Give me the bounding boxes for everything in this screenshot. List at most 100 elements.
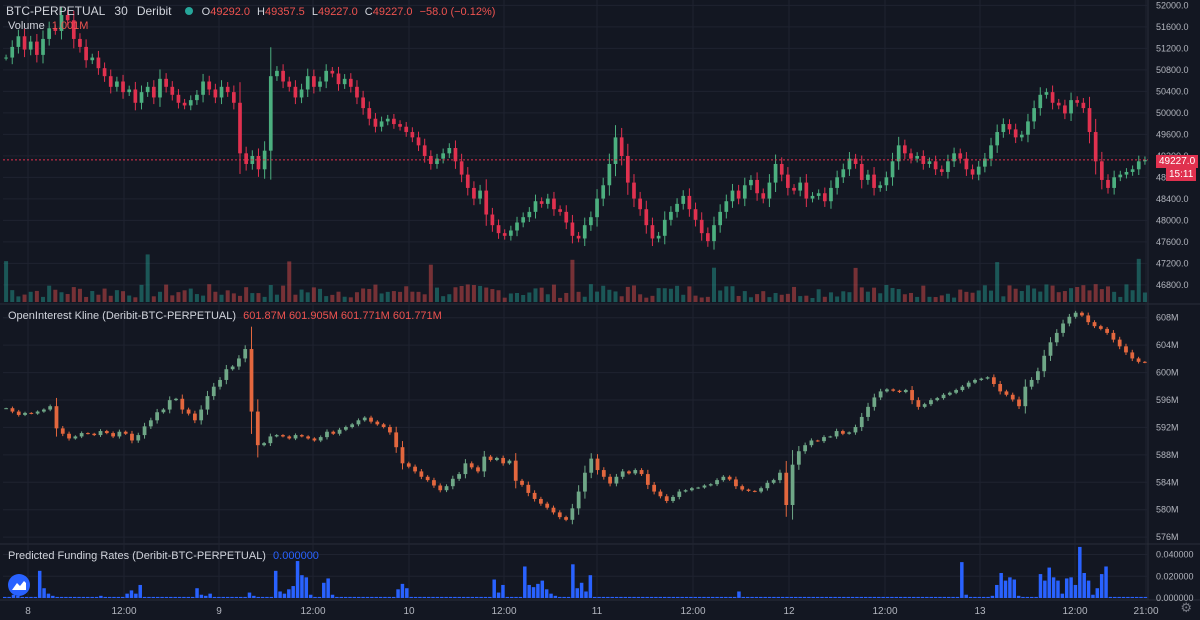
volume-legend[interactable]: Volume 1.001M bbox=[8, 20, 88, 32]
price-candle bbox=[1019, 134, 1024, 138]
price-candle bbox=[515, 222, 519, 231]
oi-candle bbox=[847, 432, 852, 434]
volume-bar bbox=[539, 287, 544, 302]
volume-bar bbox=[219, 294, 224, 302]
oi-candle bbox=[790, 464, 795, 506]
funding-bar bbox=[435, 596, 440, 598]
volume-bar bbox=[34, 290, 39, 302]
price-candle bbox=[952, 153, 956, 162]
price-candle bbox=[59, 14, 64, 31]
oi-candle bbox=[557, 512, 562, 518]
funding-bar bbox=[470, 596, 475, 598]
volume-bar bbox=[773, 293, 778, 302]
funding-bar bbox=[785, 596, 789, 598]
gear-icon[interactable]: ⚙ bbox=[1180, 600, 1192, 615]
volume-bar bbox=[779, 294, 784, 302]
low-value: 49227.0 bbox=[317, 6, 358, 18]
price-candle bbox=[268, 76, 273, 151]
volume-bar bbox=[712, 267, 717, 302]
oi-candle bbox=[929, 400, 933, 405]
price-candle bbox=[687, 195, 692, 210]
oi-candle bbox=[1142, 361, 1147, 363]
volume-bar bbox=[638, 294, 643, 302]
funding-bar bbox=[195, 588, 199, 598]
oi-candle bbox=[161, 409, 166, 413]
price-candle bbox=[841, 169, 846, 178]
funding-bar bbox=[55, 596, 59, 598]
symbol-name[interactable]: BTC-PERPETUAL bbox=[6, 4, 106, 18]
funding-bar bbox=[540, 580, 545, 598]
funding-bar bbox=[234, 596, 239, 598]
price-candle bbox=[312, 76, 316, 87]
oi-tick-label: 596M bbox=[1156, 395, 1179, 405]
volume-bar bbox=[847, 292, 852, 302]
price-candle bbox=[324, 70, 329, 82]
close-value: 49227.0 bbox=[372, 6, 413, 18]
price-candle bbox=[699, 219, 704, 234]
funding-bar bbox=[1082, 573, 1086, 598]
market-status-icon[interactable] bbox=[184, 7, 193, 15]
volume-bar bbox=[570, 259, 575, 302]
price-candle bbox=[392, 118, 396, 125]
time-tick-label: 12:00 bbox=[1062, 606, 1087, 617]
funding-bar bbox=[588, 575, 593, 598]
volume-bar bbox=[287, 261, 292, 302]
funding-bar bbox=[199, 594, 204, 598]
oi-candle bbox=[1117, 339, 1122, 347]
price-candle bbox=[90, 57, 95, 61]
price-candle bbox=[712, 225, 716, 242]
oi-candle bbox=[828, 436, 833, 438]
volume-bar bbox=[1044, 284, 1049, 302]
price-candle bbox=[570, 222, 575, 236]
tradingview-logo[interactable] bbox=[8, 574, 30, 596]
funding-bar bbox=[850, 596, 855, 598]
price-candle bbox=[681, 195, 686, 204]
volume-bar bbox=[318, 288, 323, 302]
funding-bar bbox=[448, 596, 453, 598]
volume-bar bbox=[342, 296, 347, 302]
funding-bar bbox=[523, 566, 527, 598]
funding-bar bbox=[107, 596, 112, 598]
interval[interactable]: 30 bbox=[114, 4, 128, 18]
funding-bar bbox=[422, 596, 427, 598]
volume-bar bbox=[71, 287, 76, 302]
oi-candle bbox=[10, 408, 15, 412]
funding-bar bbox=[1113, 596, 1117, 598]
volume-bar bbox=[84, 296, 89, 302]
last-price-tag: 49227.0 bbox=[1156, 155, 1199, 168]
volume-bar bbox=[595, 291, 600, 302]
funding-bar bbox=[343, 596, 348, 598]
funding-bar bbox=[951, 596, 955, 598]
funding-bar bbox=[916, 596, 920, 598]
funding-bar bbox=[868, 596, 872, 598]
volume-bar bbox=[281, 285, 286, 302]
open-value: 49292.0 bbox=[210, 6, 250, 18]
funding-bar bbox=[689, 596, 693, 598]
funding-bar bbox=[863, 596, 868, 598]
oi-legend[interactable]: OpenInterest Kline (Deribit-BTC-PERPETUA… bbox=[8, 310, 442, 322]
funding-bar bbox=[20, 596, 24, 598]
volume-bar bbox=[810, 297, 815, 302]
funding-legend[interactable]: Predicted Funding Rates (Deribit-BTC-PER… bbox=[8, 550, 319, 562]
price-candle bbox=[1099, 161, 1104, 180]
volume-bar bbox=[330, 294, 335, 302]
time-tick-label: 12:00 bbox=[491, 606, 516, 617]
funding-bar bbox=[1086, 580, 1091, 598]
oi-candle bbox=[155, 412, 160, 421]
oi-candle bbox=[450, 478, 455, 487]
oi-candle bbox=[67, 433, 71, 439]
oi-candle bbox=[73, 436, 78, 439]
volume-bar bbox=[268, 285, 273, 302]
oi-candle bbox=[1048, 342, 1053, 356]
funding-bar bbox=[671, 596, 676, 598]
price-candle bbox=[287, 81, 292, 87]
volume-bar bbox=[47, 285, 52, 302]
funding-bar bbox=[457, 596, 461, 598]
price-candle bbox=[933, 161, 938, 170]
price-candle bbox=[10, 46, 15, 58]
price-candle bbox=[866, 174, 870, 180]
volume-bar bbox=[484, 287, 489, 302]
volume-bar bbox=[416, 291, 421, 302]
funding-bar bbox=[566, 596, 571, 598]
